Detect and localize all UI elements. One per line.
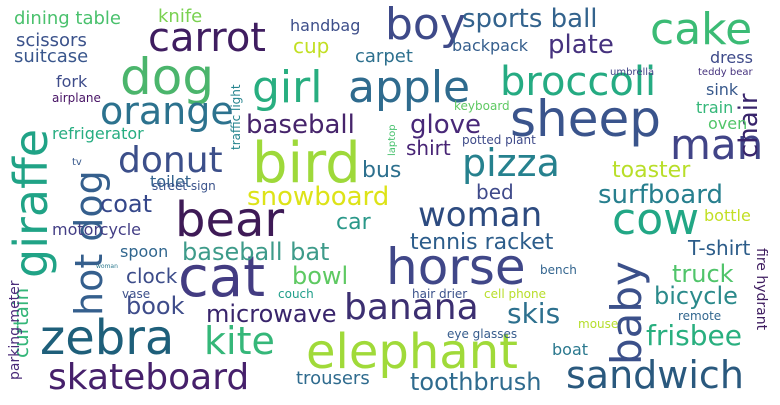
word-skateboard: skateboard (48, 357, 250, 398)
word-plate: plate (548, 30, 614, 60)
word-bench: bench (540, 263, 577, 277)
word-umbrella: umbrella (610, 67, 655, 78)
word-keyboard: keyboard (454, 99, 510, 113)
word-elephant: elephant (306, 324, 518, 380)
word-bottle: bottle (704, 206, 751, 225)
word-street-sign: street sign (152, 179, 216, 193)
word-bed: bed (476, 180, 514, 204)
word-scissors: scissors (16, 30, 87, 51)
word-car: car (336, 210, 371, 235)
word-fire-hydrant: fire hydrant (753, 248, 769, 331)
word-skis: skis (507, 297, 561, 330)
word-woman-small: woman (96, 263, 118, 270)
word-baby: baby (602, 261, 651, 365)
word-carrot: carrot (148, 15, 266, 61)
word-girl: girl (252, 62, 323, 113)
word-woman: woman (418, 195, 543, 235)
word-toaster: toaster (612, 158, 691, 183)
word-remote: remote (678, 309, 722, 323)
word-sink: sink (706, 80, 739, 99)
word-boy: boy (385, 0, 466, 50)
word-traffic-light: traffic light (229, 84, 243, 150)
word-teddy-bear: teddy bear (698, 67, 753, 78)
word-orange: orange (100, 89, 234, 133)
word-pizza: pizza (462, 141, 560, 185)
word-banana: banana (344, 287, 479, 328)
word-vase: vase (122, 287, 151, 301)
word-cell-phone: cell phone (484, 287, 547, 301)
word-glove: glove (410, 110, 482, 140)
word-train: train (696, 98, 734, 117)
word-spoon: spoon (120, 242, 169, 261)
word-sandwich: sandwich (566, 353, 744, 397)
word-cake: cake (650, 4, 753, 55)
word-clock: clock (126, 264, 178, 288)
word-toilet: toilet (150, 172, 192, 191)
word-man: man (670, 120, 764, 169)
word-surfboard: surfboard (598, 180, 723, 210)
word-backpack: backpack (452, 36, 529, 55)
word-couch: couch (278, 287, 314, 301)
word-tennis-racket: tennis racket (410, 230, 554, 255)
word-cup: cup (293, 34, 330, 58)
word-zebra: zebra (40, 310, 175, 366)
word-dining-table: dining table (14, 8, 121, 29)
word-bowl: bowl (292, 262, 349, 290)
word-kite: kite (204, 319, 275, 363)
word-cow: cow (612, 194, 700, 245)
word-bicycle: bicycle (654, 282, 738, 310)
word-bear: bear (175, 192, 285, 248)
word-frisbee: frisbee (646, 319, 742, 352)
word-oven: oven (708, 114, 748, 133)
word-t-shirt: T-shirt (688, 236, 751, 260)
word-apple: apple (348, 62, 471, 113)
word-suitcase: suitcase (14, 46, 89, 67)
word-sports-ball: sports ball (462, 4, 598, 34)
word-giraffe: giraffe (4, 128, 58, 278)
word-mouse: mouse (578, 317, 619, 331)
word-bus: bus (362, 158, 402, 183)
word-broccoli: broccoli (500, 59, 657, 105)
word-boat: boat (552, 340, 589, 359)
word-refrigerator: refrigerator (52, 124, 144, 143)
word-tv: tv (72, 157, 82, 168)
word-sheep: sheep (510, 90, 662, 148)
word-laptop: laptop (387, 124, 398, 156)
word-trousers: trousers (296, 368, 370, 389)
word-truck: truck (672, 260, 734, 288)
word-eye-glasses: eye glasses (447, 327, 518, 341)
word-microwave: microwave (206, 300, 337, 328)
word-fork: fork (56, 72, 88, 91)
word-book: book (126, 292, 185, 320)
word-baseball-bat: baseball bat (182, 238, 330, 266)
word-coat: coat (100, 190, 152, 218)
word-baseball: baseball (246, 110, 355, 140)
word-hair-drier: hair drier (412, 287, 468, 301)
word-cat: cat (178, 245, 266, 310)
word-dog: dog (120, 48, 215, 106)
word-toothbrush: toothbrush (410, 368, 542, 396)
word-shirt: shirt (406, 136, 451, 160)
word-handbag: handbag (290, 16, 361, 35)
word-dress: dress (710, 48, 753, 67)
word-snowboard: snowboard (247, 182, 390, 212)
word-motorcycle: motorcycle (52, 220, 142, 239)
word-donut: donut (118, 140, 223, 181)
word-bird: bird (252, 131, 361, 196)
word-airplane: airplane (52, 91, 101, 105)
word-parking-meter: parking meter (7, 280, 23, 380)
word-knife: knife (158, 6, 203, 27)
word-carpet: carpet (355, 46, 413, 67)
word-potted-plant: potted plant (462, 133, 536, 147)
word-horse: horse (386, 238, 526, 296)
